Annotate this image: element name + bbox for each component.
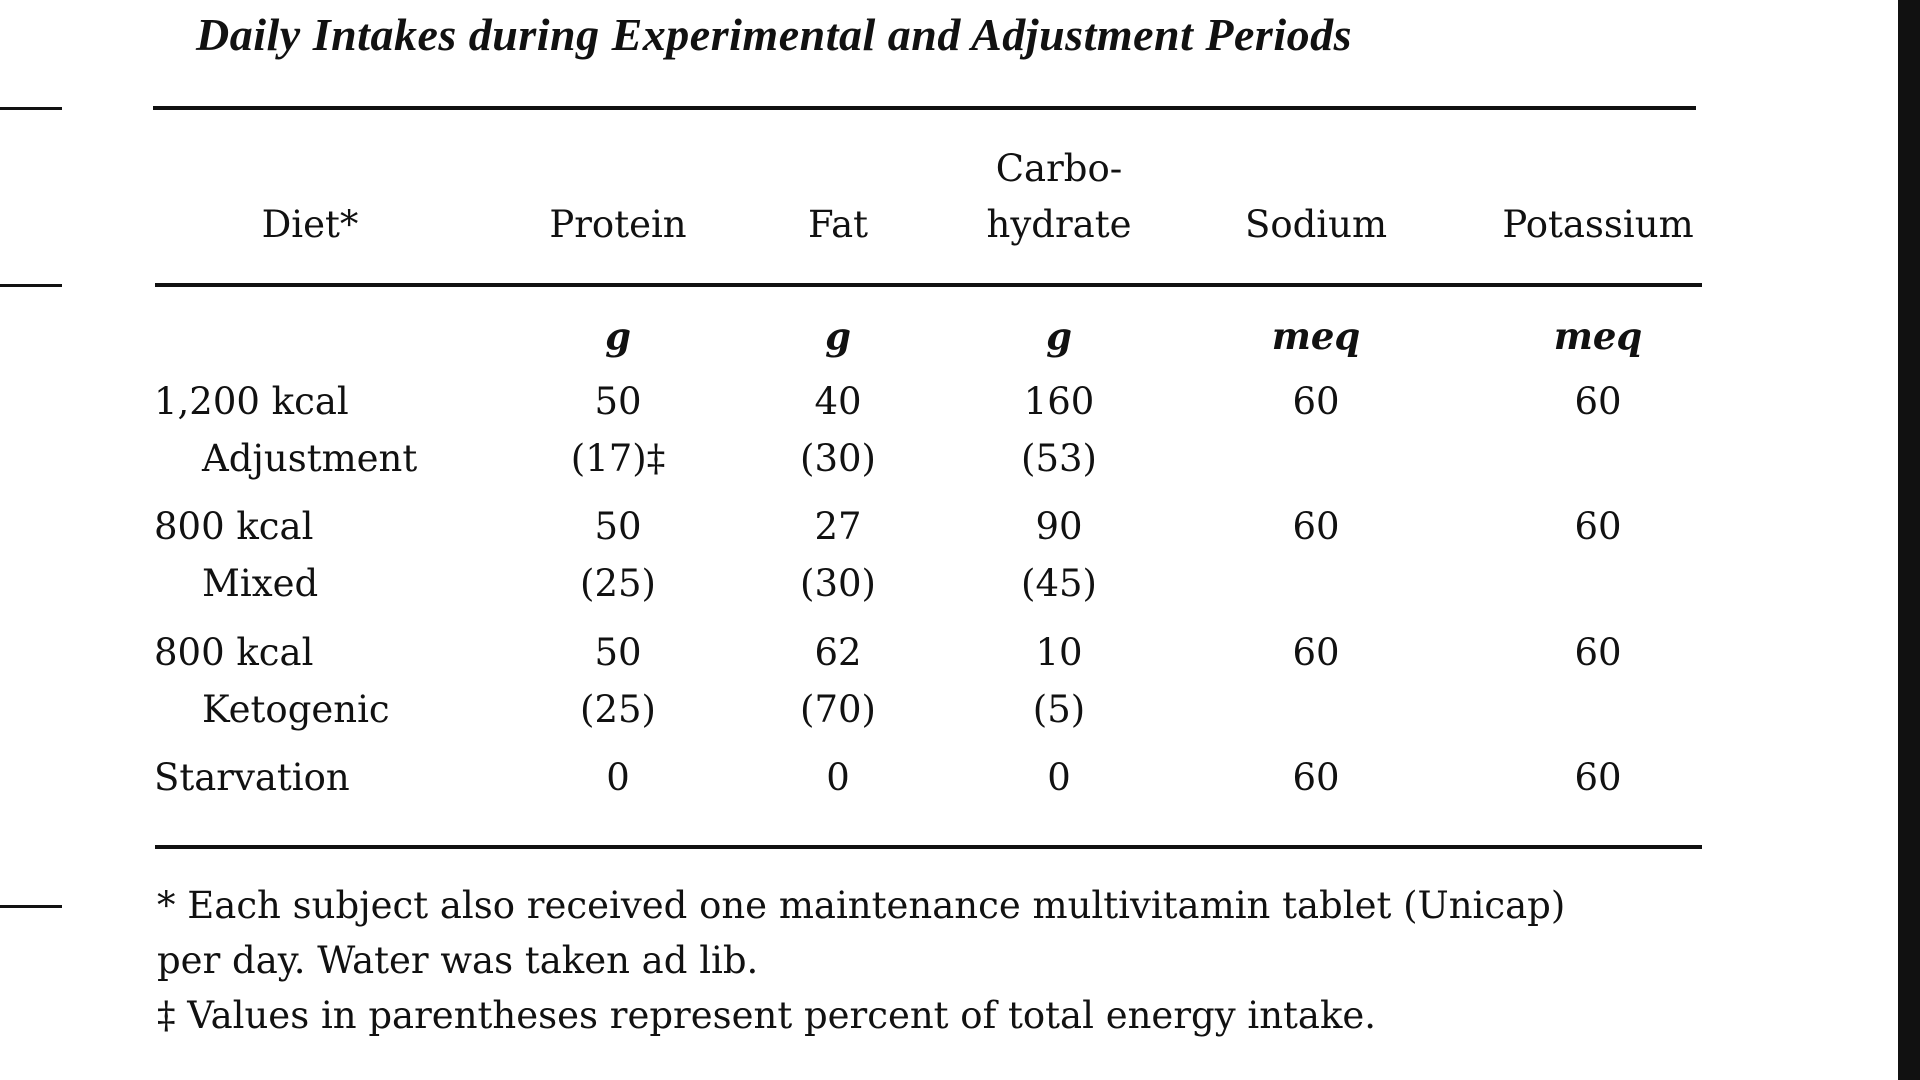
header-potassium: Potassium xyxy=(1502,203,1694,246)
table-cell: 60 xyxy=(1292,631,1340,674)
header-diet: Diet* xyxy=(261,203,359,246)
table-cell: 62 xyxy=(814,631,862,674)
table-cell: (17)‡ xyxy=(570,437,666,480)
table-cell: (45) xyxy=(1021,562,1097,605)
table-cell: 0 xyxy=(1047,756,1071,799)
table-cell: 10 xyxy=(1035,631,1083,674)
table-title: Daily Intakes during Experimental and Ad… xyxy=(196,9,1353,60)
table-cell: 50 xyxy=(594,380,642,423)
header-sodium: Sodium xyxy=(1244,203,1388,246)
table-cell: 27 xyxy=(814,505,862,548)
table-cell: 0 xyxy=(826,756,850,799)
table-cell: (70) xyxy=(800,688,876,731)
table-cell: 60 xyxy=(1574,756,1622,799)
table-cell: 60 xyxy=(1292,756,1340,799)
row-label: 1,200 kcal xyxy=(154,380,349,423)
table-cell: (25) xyxy=(580,562,656,605)
table-cell: (5) xyxy=(1032,688,1086,731)
table-cell: (30) xyxy=(800,437,876,480)
table-cell: 50 xyxy=(594,505,642,548)
header-fat: Fat xyxy=(807,203,869,246)
row-label: Ketogenic xyxy=(202,688,390,731)
table-cell: (53) xyxy=(1021,437,1097,480)
table-cell: 60 xyxy=(1574,631,1622,674)
row-label: Starvation xyxy=(154,756,350,799)
row-label: 800 kcal xyxy=(154,505,314,548)
table-cell: 40 xyxy=(814,380,862,423)
table-cell: 60 xyxy=(1292,505,1340,548)
row-label: 800 kcal xyxy=(154,631,314,674)
header-carbohydrate-line1: Carbo- xyxy=(995,147,1123,190)
unit-label: g xyxy=(1046,314,1072,358)
table-cell: 50 xyxy=(594,631,642,674)
header-rule xyxy=(155,283,1702,287)
table-cell: 160 xyxy=(1023,380,1095,423)
row-label: Adjustment xyxy=(202,437,418,480)
table-cell: 60 xyxy=(1292,380,1340,423)
footnote-star-line2: per day. Water was taken ad lib. xyxy=(157,939,759,982)
unit-label: g xyxy=(605,314,631,358)
table-cell: (25) xyxy=(580,688,656,731)
bottom-rule xyxy=(155,845,1702,849)
margin-rule xyxy=(0,284,62,287)
row-label: Mixed xyxy=(202,562,319,605)
scan-edge xyxy=(1898,0,1920,1080)
table-cell: 60 xyxy=(1574,380,1622,423)
footnote-dagger: ‡ Values in parentheses represent percen… xyxy=(157,994,1377,1037)
margin-rule xyxy=(0,905,62,908)
margin-rule xyxy=(0,107,62,110)
header-carbohydrate-line2: hydrate xyxy=(986,203,1132,246)
table-cell: 0 xyxy=(606,756,630,799)
table-cell: 60 xyxy=(1574,505,1622,548)
header-protein: Protein xyxy=(549,203,687,246)
top-rule xyxy=(153,106,1696,110)
unit-label: meq xyxy=(1271,314,1361,358)
footnote-star-line1: * Each subject also received one mainten… xyxy=(157,884,1566,927)
unit-label: meq xyxy=(1553,314,1643,358)
unit-label: g xyxy=(825,314,851,358)
table-cell: 90 xyxy=(1035,505,1083,548)
table-cell: (30) xyxy=(800,562,876,605)
